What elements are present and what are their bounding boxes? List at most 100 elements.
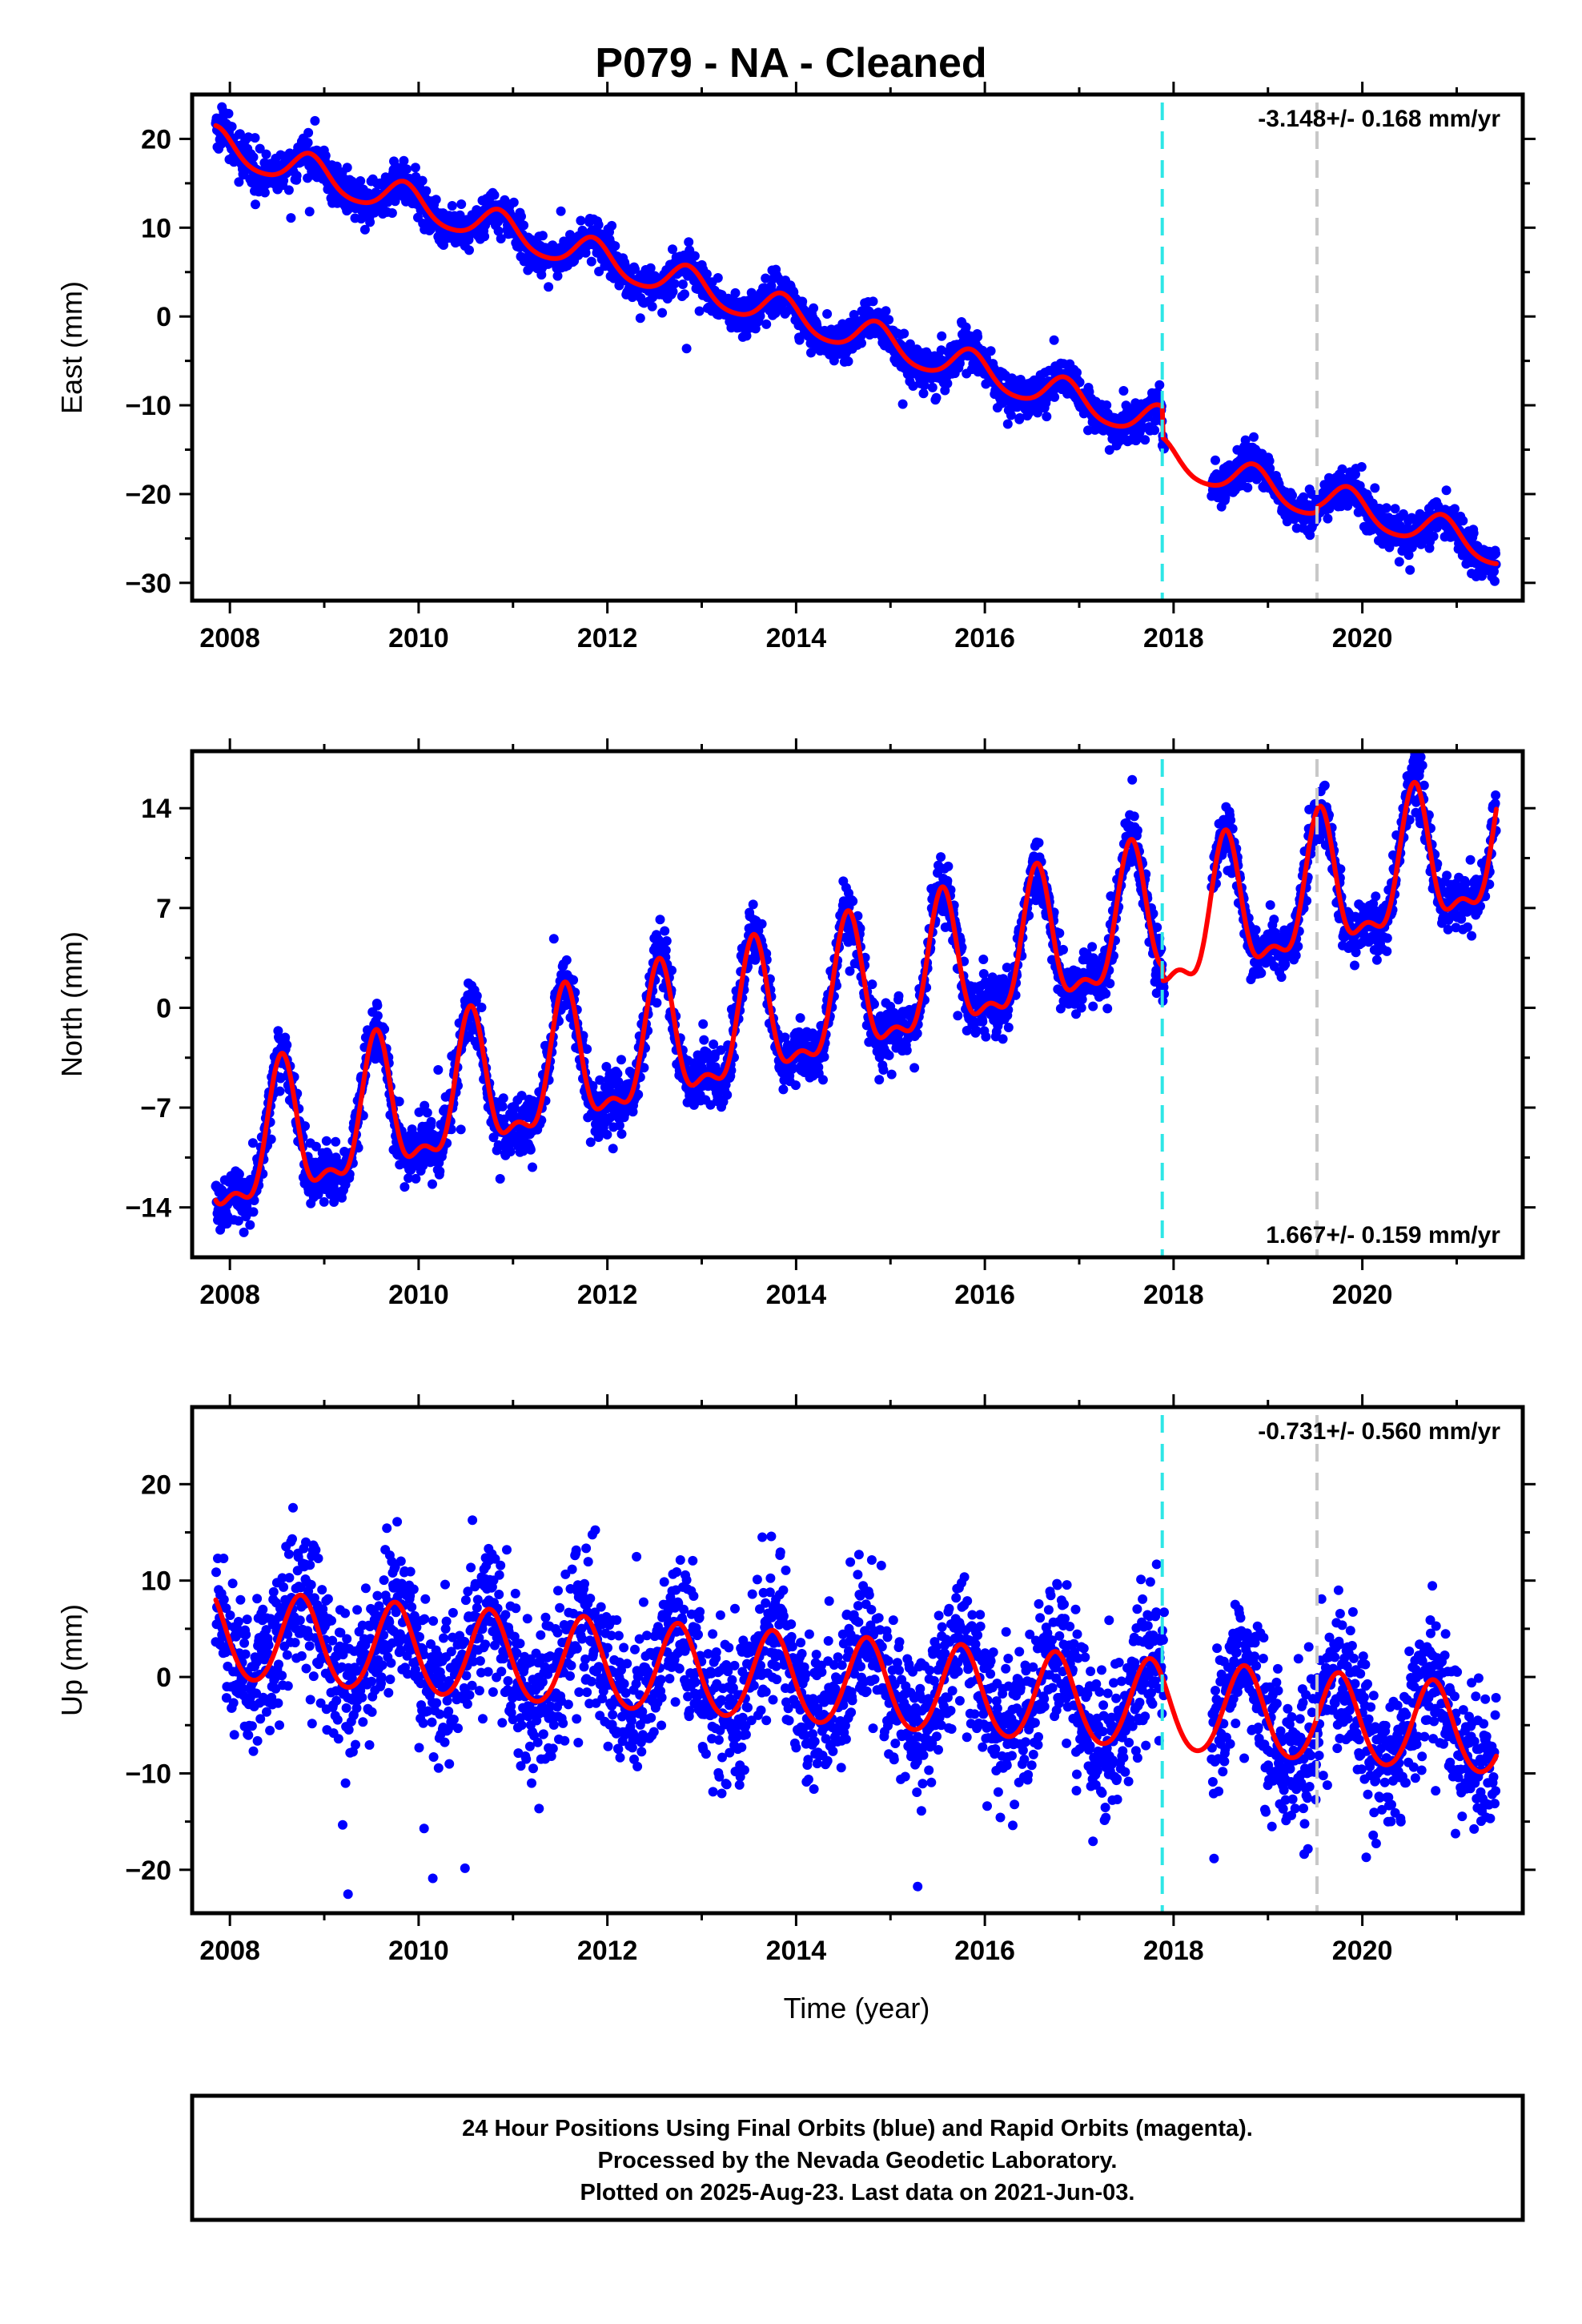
east-data-point (884, 315, 894, 325)
east-data-point (1398, 509, 1408, 519)
north-data-point (978, 1016, 988, 1027)
east-data-point (1150, 425, 1160, 436)
north-data-point (247, 1138, 258, 1148)
east-data-point (1154, 380, 1165, 390)
east-plot-area (211, 102, 1501, 586)
north-data-point (867, 979, 877, 990)
east-data-point (978, 345, 988, 356)
east-data-point (1490, 576, 1500, 586)
east-x-tick-label: 2008 (199, 623, 260, 653)
east-data-point (1050, 392, 1060, 402)
north-data-point (311, 1141, 321, 1152)
north-data-point (616, 1129, 627, 1139)
north-data-point (300, 1121, 310, 1132)
east-data-point (421, 186, 432, 196)
north-data-point (426, 1116, 436, 1127)
east-data-point (1323, 513, 1333, 524)
north-data-point (222, 1219, 232, 1229)
east-data-point (480, 231, 490, 242)
east-data-point (1152, 388, 1162, 398)
east-data-point (1002, 419, 1013, 429)
east-data-point (576, 215, 586, 226)
east-data-point (417, 175, 428, 186)
east-data-point (250, 133, 260, 143)
north-data-point (874, 1075, 885, 1085)
east-data-point (897, 399, 908, 409)
east-data-point (402, 164, 412, 175)
east-data-point (986, 346, 996, 356)
east-data-point (1458, 516, 1468, 526)
east-data-point (1287, 490, 1297, 501)
north-data-point (1003, 1023, 1014, 1032)
north-data-point (561, 955, 572, 965)
north-data-point (239, 1227, 249, 1237)
north-data-point (313, 1189, 323, 1200)
north-data-point (652, 998, 662, 1008)
east-data-point (291, 171, 302, 181)
east-data-point (235, 129, 245, 139)
east-data-point (544, 282, 554, 292)
east-data-point (843, 356, 853, 367)
north-data-point (245, 1220, 255, 1230)
east-data-point (607, 220, 617, 231)
north-data-point (433, 1065, 444, 1075)
east-data-point (677, 279, 688, 289)
east-data-point (259, 187, 270, 198)
north-data-point (884, 1050, 894, 1060)
east-data-point (508, 197, 519, 207)
east-data-point (489, 190, 500, 200)
east-y-tick-label: −30 (125, 569, 171, 599)
north-data-point (978, 955, 989, 964)
east-data-point (1264, 456, 1275, 466)
north-data-point (472, 991, 482, 1001)
north-data-point (266, 1134, 276, 1144)
east-data-point (1405, 565, 1415, 575)
east-data-point (261, 149, 271, 159)
north-data-point (280, 1032, 291, 1043)
north-data-point (372, 1011, 383, 1021)
east-data-point (927, 382, 938, 392)
east-data-point (1403, 550, 1414, 561)
east-data-point (1265, 464, 1275, 473)
north-data-point (498, 1093, 508, 1104)
east-data-point (493, 226, 504, 236)
east-velocity-label: -3.148+/- 0.168 mm/yr (1258, 106, 1500, 132)
north-data-point (275, 1086, 285, 1096)
east-data-point (359, 224, 370, 235)
east-data-point (669, 279, 680, 289)
east-data-point (881, 306, 891, 316)
east-data-point (1104, 444, 1114, 455)
east-data-point (355, 176, 366, 186)
east-data-point (464, 245, 474, 255)
north-data-point (394, 1096, 404, 1107)
north-data-point (699, 1035, 709, 1045)
north-data-point (528, 1162, 537, 1172)
east-y-tick-label: −20 (125, 480, 171, 510)
north-data-point (337, 1192, 347, 1203)
north-data-point (978, 969, 989, 979)
east-data-point (1394, 557, 1404, 567)
east-data-point (1390, 504, 1400, 514)
north-data-point (319, 1196, 329, 1207)
east-data-point (1243, 482, 1253, 493)
north-data-point (616, 1055, 626, 1065)
north-data-point (893, 991, 904, 1001)
east-data-point (899, 328, 909, 339)
east-model-curve (213, 123, 1499, 566)
east-plot-frame (190, 92, 1525, 603)
north-data-point (942, 875, 953, 886)
east-data-point (304, 207, 315, 217)
east-data-point (1491, 549, 1501, 559)
east-data-point (761, 273, 771, 283)
east-data-point (1049, 335, 1059, 345)
east-data-point (399, 155, 409, 166)
east-data-point (431, 195, 441, 205)
east-data-point (701, 269, 712, 279)
north-data-point (998, 1034, 1008, 1044)
east-data-point (387, 208, 397, 218)
north-data-point (233, 1216, 243, 1226)
east-data-point (410, 163, 420, 173)
east-data-point (797, 296, 808, 307)
east-y-axis-label: East (mm) (55, 281, 88, 414)
north-data-point (912, 1028, 922, 1039)
